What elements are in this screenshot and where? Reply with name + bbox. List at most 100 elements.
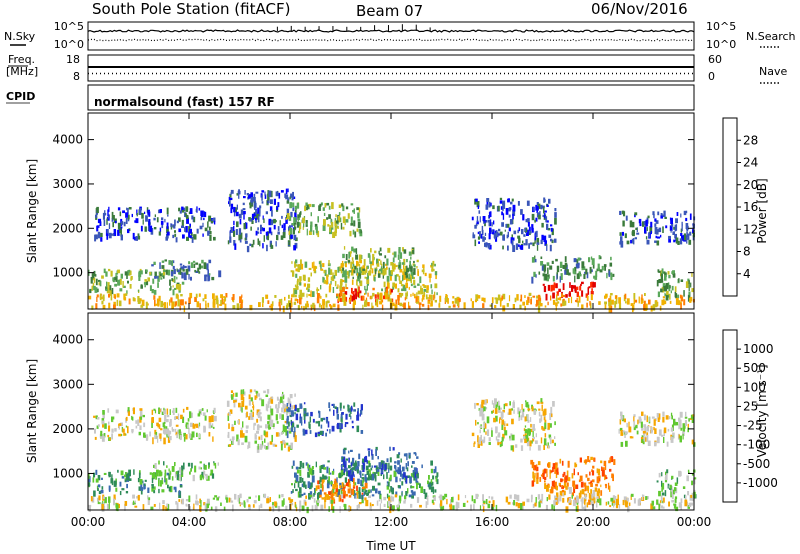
data-cell [481, 229, 484, 236]
data-cell [240, 301, 243, 308]
data-cell [270, 303, 273, 311]
data-cell [422, 284, 425, 287]
data-cell [313, 498, 316, 503]
data-cell [416, 266, 418, 269]
data-cell [598, 475, 601, 478]
data-cell [494, 230, 497, 234]
data-cell [184, 227, 186, 232]
data-cell [126, 483, 128, 489]
data-cell [350, 223, 354, 226]
data-cell [209, 473, 213, 476]
xtick-label: 00:00 [677, 515, 712, 529]
data-cell [204, 503, 207, 510]
data-cell [258, 409, 261, 412]
data-cell [306, 222, 308, 226]
data-cell [403, 268, 406, 274]
data-cell [353, 477, 355, 484]
nsky-trace [87, 29, 695, 33]
data-cell [193, 217, 196, 223]
data-cell [361, 487, 364, 492]
data-cell [518, 237, 521, 244]
data-cell [362, 465, 365, 472]
data-cell [165, 478, 168, 485]
data-cell [538, 411, 541, 417]
data-cell [172, 289, 175, 296]
data-cell [419, 504, 422, 508]
data-cell [352, 210, 355, 213]
data-cell [326, 274, 329, 277]
data-cell [197, 413, 201, 417]
data-cell [549, 244, 552, 252]
data-cell [201, 408, 204, 411]
data-cell [252, 239, 255, 245]
data-cell [103, 219, 106, 226]
data-cell [294, 404, 297, 411]
data-cell [348, 413, 351, 417]
data-cell [323, 219, 326, 226]
data-cell [544, 210, 547, 213]
data-cell [151, 484, 154, 487]
data-cell [610, 272, 613, 279]
data-cell [541, 493, 544, 501]
data-cell [574, 275, 576, 283]
data-cell [133, 469, 135, 475]
data-cell [538, 300, 542, 306]
data-cell [353, 220, 356, 227]
data-cell [318, 421, 321, 424]
data-cell [168, 473, 171, 480]
data-cell [537, 203, 541, 209]
ytick-label: 4000 [52, 133, 83, 147]
data-cell [180, 414, 183, 420]
data-cell [350, 407, 353, 411]
data-cell [320, 465, 324, 470]
data-cell [328, 402, 331, 408]
data-cell [269, 420, 273, 427]
data-cell [172, 285, 174, 288]
data-cell [511, 239, 514, 246]
data-cell [440, 500, 443, 507]
data-cell [303, 223, 305, 228]
data-cell [473, 443, 475, 447]
data-cell [372, 305, 374, 309]
data-cell [178, 467, 182, 473]
data-cell [151, 289, 154, 294]
data-cell [265, 394, 269, 397]
data-cell [620, 411, 623, 416]
data-cell [248, 496, 251, 499]
data-cell [397, 485, 400, 488]
data-cell [345, 219, 349, 223]
data-cell [405, 491, 408, 497]
data-cell [267, 193, 270, 201]
data-cell [213, 415, 217, 422]
data-cell [399, 466, 402, 469]
data-cell [626, 240, 630, 245]
data-cell [322, 474, 325, 481]
data-cell [289, 403, 292, 407]
data-cell [540, 474, 544, 477]
data-cell [366, 283, 369, 286]
data-cell [512, 304, 515, 309]
data-cell [342, 448, 346, 455]
data-cell [353, 294, 356, 302]
data-cell [356, 425, 360, 433]
data-cell [169, 435, 172, 441]
data-cell [408, 269, 411, 272]
data-cell [334, 280, 337, 287]
data-cell [138, 486, 141, 491]
data-cell [678, 470, 682, 477]
data-cell [521, 229, 524, 235]
data-cell [517, 244, 520, 247]
data-cell [424, 492, 428, 499]
data-cell [111, 428, 114, 433]
data-cell [159, 273, 162, 277]
data-cell [358, 228, 362, 234]
data-cell [278, 432, 281, 437]
data-cell [482, 439, 485, 444]
nsearch-label: N.Search [746, 30, 796, 43]
data-cell [304, 205, 307, 212]
data-cell [357, 292, 359, 298]
data-cell [405, 275, 408, 278]
data-cell [107, 408, 110, 413]
data-cell [680, 213, 682, 218]
